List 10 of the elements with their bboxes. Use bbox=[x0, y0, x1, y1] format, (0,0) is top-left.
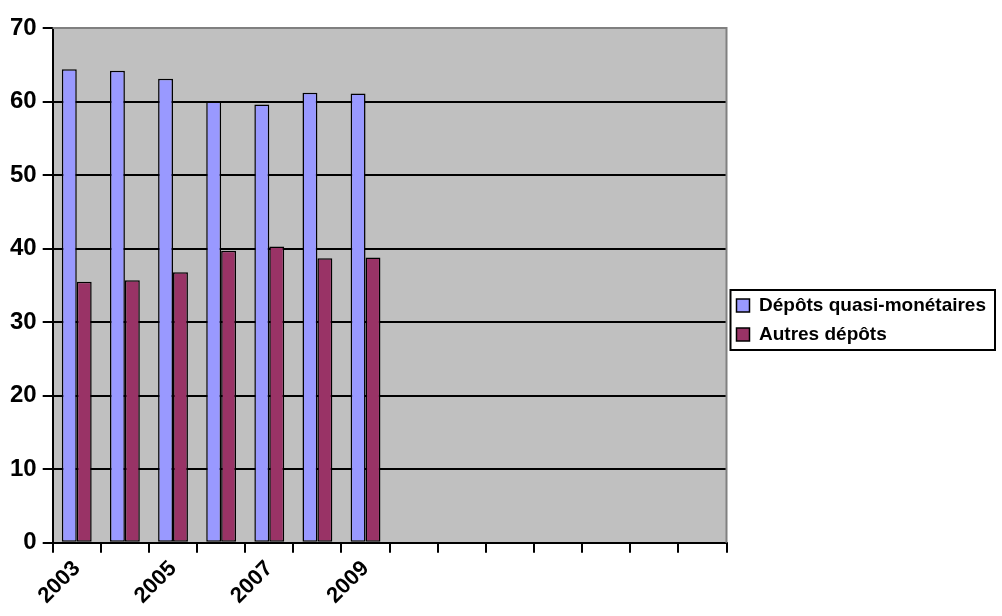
y-tick-label: 50 bbox=[9, 159, 37, 187]
y-tick-label: 40 bbox=[9, 233, 37, 261]
y-tick-label: 0 bbox=[23, 527, 37, 555]
y-tick-label: 30 bbox=[9, 306, 37, 334]
y-tick-label: 10 bbox=[9, 453, 37, 481]
y-tick-label: 60 bbox=[9, 86, 37, 114]
y-tick-label: 20 bbox=[9, 380, 37, 408]
legend-label: Dépôts quasi-monétaires bbox=[759, 293, 986, 315]
y-tick-label: 70 bbox=[9, 12, 37, 40]
legend-label: Autres dépôts bbox=[759, 322, 887, 344]
